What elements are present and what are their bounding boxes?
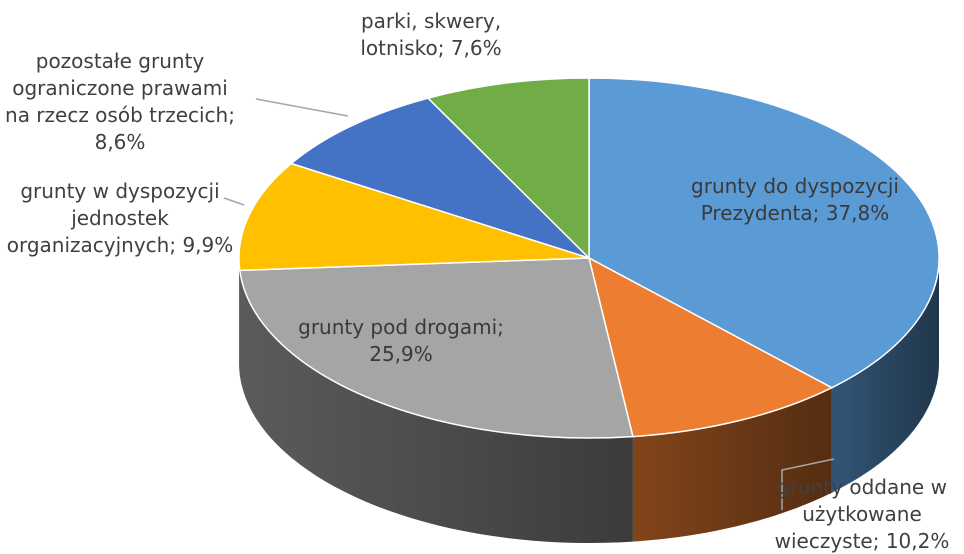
slice-prawa-osob-trzecich-label-line: ograniczone prawami bbox=[12, 76, 228, 100]
pie-data-labels: grunty do dyspozycji Prezydenta; 37,8%gru… bbox=[5, 9, 949, 553]
slice-jednostki-organizacyjne-label-line: organizacyjnych; 9,9% bbox=[7, 233, 234, 257]
slice-parki-lotnisko-label-line: lotnisko; 7,6% bbox=[360, 36, 501, 60]
label-leader-lines bbox=[223, 98, 835, 510]
slice-uzytkowanie-wieczyste bbox=[587, 256, 834, 438]
slice-jednostki-organizacyjne-label: grunty w dyspozycji jednostek organizacyjn… bbox=[7, 179, 234, 257]
slice-uzytkowanie-wieczyste-leader-line bbox=[781, 458, 835, 510]
slice-prezydent-label: grunty do dyspozycji Prezydenta; 37,8% bbox=[691, 174, 899, 225]
slice-prawa-osob-trzecich-leader-line bbox=[255, 98, 349, 117]
slice-drogi bbox=[238, 257, 634, 439]
slice-jednostki-organizacyjne-leader-line bbox=[223, 197, 245, 206]
slice-prawa-osob-trzecich-label-line: na rzecz osób trzecich; bbox=[5, 103, 235, 127]
slice-uzytkowanie-wieczyste-label-line: użytkowane bbox=[802, 502, 922, 526]
slice-drogi-side-shade bbox=[239, 270, 633, 543]
slice-prawa-osob-trzecich bbox=[289, 97, 590, 259]
slice-jednostki-organizacyjne-label-line: jednostek bbox=[70, 206, 169, 230]
slice-prezydent-label-line: Prezydenta; 37,8% bbox=[701, 201, 890, 225]
slice-drogi-label-line: grunty pod drogami; bbox=[298, 315, 504, 339]
slice-prawa-osob-trzecich-label-line: 8,6% bbox=[95, 130, 146, 154]
slice-uzytkowanie-wieczyste-label-line: grunty oddane w bbox=[777, 475, 947, 499]
slice-drogi-label-line: 25,9% bbox=[369, 342, 433, 366]
slice-uzytkowanie-wieczyste-label-line: wieczyste; 10,2% bbox=[775, 529, 950, 553]
slice-prezydent-side-shade bbox=[831, 258, 939, 493]
slice-jednostki-organizacyjne-side-shade bbox=[239, 258, 240, 376]
slice-parki-lotnisko-label-line: parki, skwery, bbox=[361, 9, 501, 33]
slice-prezydent bbox=[588, 77, 940, 389]
slice-prezydent-label-line: grunty do dyspozycji bbox=[691, 174, 899, 198]
slice-jednostki-organizacyjne-label-line: grunty w dyspozycji bbox=[20, 179, 219, 203]
slice-parki-lotnisko bbox=[426, 77, 590, 260]
slice-prawa-osob-trzecich-label-line: pozostałe grunty bbox=[36, 49, 205, 73]
slice-jednostki-organizacyjne bbox=[238, 162, 590, 272]
slice-prawa-osob-trzecich-label: pozostałe grunty ograniczone prawami na rz… bbox=[5, 49, 235, 154]
pie-slices bbox=[238, 77, 940, 439]
slice-uzytkowanie-wieczyste-label: grunty oddane w użytkowane wieczyste; 10,2… bbox=[775, 475, 950, 553]
slice-parki-lotnisko-label: parki, skwery, lotnisko; 7,6% bbox=[360, 9, 501, 60]
slice-drogi-label: grunty pod drogami; 25,9% bbox=[298, 315, 504, 366]
